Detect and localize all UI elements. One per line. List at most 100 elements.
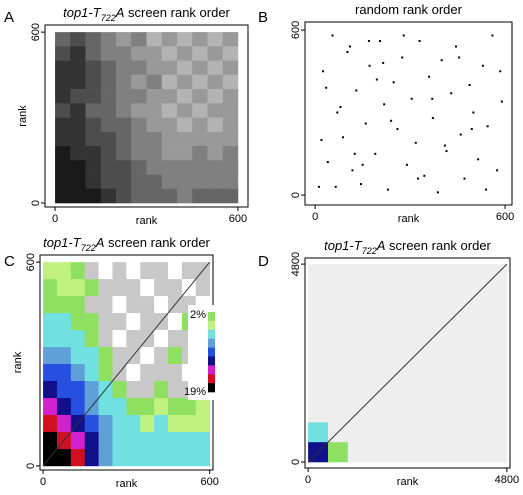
colorbar-swatch bbox=[208, 365, 215, 375]
y-tick-label: 600 bbox=[25, 253, 37, 271]
heat-cell bbox=[222, 146, 239, 161]
heat-cell bbox=[154, 330, 169, 348]
heat-cell bbox=[327, 303, 349, 324]
heat-cell bbox=[347, 283, 369, 304]
heat-cell bbox=[112, 262, 127, 280]
x-axis-label: rank bbox=[397, 476, 419, 488]
heat-cell bbox=[387, 343, 408, 364]
heat-cell bbox=[70, 74, 86, 90]
heat-cell bbox=[116, 103, 132, 118]
y-tick-label: 4800 bbox=[290, 252, 302, 276]
heat-cell bbox=[195, 448, 210, 467]
colorbar-swatch bbox=[208, 329, 215, 339]
heat-cell bbox=[367, 264, 388, 285]
heat-cell bbox=[407, 264, 428, 285]
heat-cell bbox=[192, 174, 208, 190]
heat-cell bbox=[131, 74, 147, 90]
heat-cell bbox=[327, 323, 349, 344]
heat-cell bbox=[43, 364, 58, 382]
heat-cell bbox=[55, 60, 71, 76]
diagonal bbox=[307, 263, 508, 463]
heat-cell bbox=[154, 296, 169, 314]
point bbox=[436, 191, 439, 194]
heat-cell bbox=[85, 174, 102, 190]
heat-cell bbox=[487, 402, 508, 423]
heat-cell bbox=[207, 46, 224, 61]
heat-cell bbox=[222, 188, 239, 204]
heat-cell bbox=[146, 160, 163, 175]
heat-cell bbox=[176, 46, 193, 61]
heat-cell bbox=[100, 60, 117, 76]
heat-cell bbox=[140, 431, 155, 450]
heat-cell bbox=[85, 117, 102, 133]
heat-cell bbox=[181, 414, 197, 433]
heat-cell bbox=[112, 397, 127, 416]
heat-cell bbox=[116, 146, 132, 161]
heat-cell bbox=[407, 303, 428, 324]
panel-title: top1-T722A screen rank order bbox=[63, 5, 230, 23]
y-tick-label: 0 bbox=[290, 459, 302, 465]
heat-cell bbox=[222, 46, 239, 61]
heat-cell bbox=[308, 323, 329, 344]
heat-cell bbox=[70, 364, 86, 382]
heat-cell bbox=[140, 381, 155, 399]
colorbar-swatch bbox=[208, 383, 215, 393]
heat-cell bbox=[43, 397, 58, 416]
point bbox=[402, 34, 405, 37]
heat-cell bbox=[407, 402, 428, 423]
x-tick-label: 0 bbox=[52, 213, 58, 225]
x-tick-label: 600 bbox=[229, 213, 247, 225]
heat-cell bbox=[84, 414, 99, 433]
heat-cell bbox=[126, 414, 141, 433]
heat-cell bbox=[176, 117, 193, 133]
heat-cell bbox=[43, 381, 58, 399]
heat-cell bbox=[126, 448, 141, 467]
heat-cell bbox=[84, 296, 99, 314]
heat-cell bbox=[467, 442, 488, 463]
point bbox=[485, 188, 488, 191]
heat-cell bbox=[222, 117, 239, 133]
heat-cell bbox=[146, 174, 163, 190]
point bbox=[477, 158, 480, 161]
heat-cell bbox=[146, 46, 163, 61]
heat-cell bbox=[176, 103, 193, 118]
heat-cell bbox=[112, 414, 127, 433]
point bbox=[341, 136, 344, 139]
point bbox=[348, 45, 351, 48]
heat-cell bbox=[467, 382, 488, 403]
heat-cell bbox=[100, 74, 117, 90]
colorbar-swatch bbox=[208, 356, 215, 366]
heat-cell bbox=[126, 296, 141, 314]
heat-cell bbox=[367, 442, 388, 463]
y-axis-label: rank bbox=[12, 351, 24, 373]
heat-cell bbox=[176, 188, 193, 204]
heat-cell bbox=[55, 117, 71, 133]
heat-cell bbox=[387, 402, 408, 423]
point bbox=[450, 92, 453, 95]
heat-cell bbox=[447, 422, 468, 443]
point bbox=[499, 70, 502, 73]
heat-cell bbox=[100, 103, 117, 118]
point bbox=[351, 169, 354, 172]
heat-cell bbox=[207, 74, 224, 90]
heat-cell bbox=[222, 74, 239, 90]
heat-cell bbox=[85, 32, 102, 47]
heat-cell bbox=[43, 431, 58, 450]
heat-cell bbox=[43, 414, 58, 433]
heat-cell bbox=[56, 347, 72, 365]
point bbox=[336, 111, 339, 114]
heat-cell bbox=[126, 313, 141, 331]
point bbox=[364, 122, 367, 125]
heat-cell bbox=[56, 364, 72, 382]
heat-cell bbox=[161, 117, 178, 133]
heat-cell bbox=[467, 303, 488, 324]
point bbox=[379, 39, 382, 42]
x-tick-label: 600 bbox=[200, 476, 218, 488]
heat-cell bbox=[207, 174, 224, 190]
heat-cell bbox=[70, 296, 86, 314]
heat-cell bbox=[70, 32, 86, 47]
heat-cell bbox=[100, 146, 117, 161]
title-part: top1-T bbox=[43, 235, 82, 250]
heat-cell bbox=[168, 364, 183, 382]
heat-cell bbox=[327, 363, 349, 384]
